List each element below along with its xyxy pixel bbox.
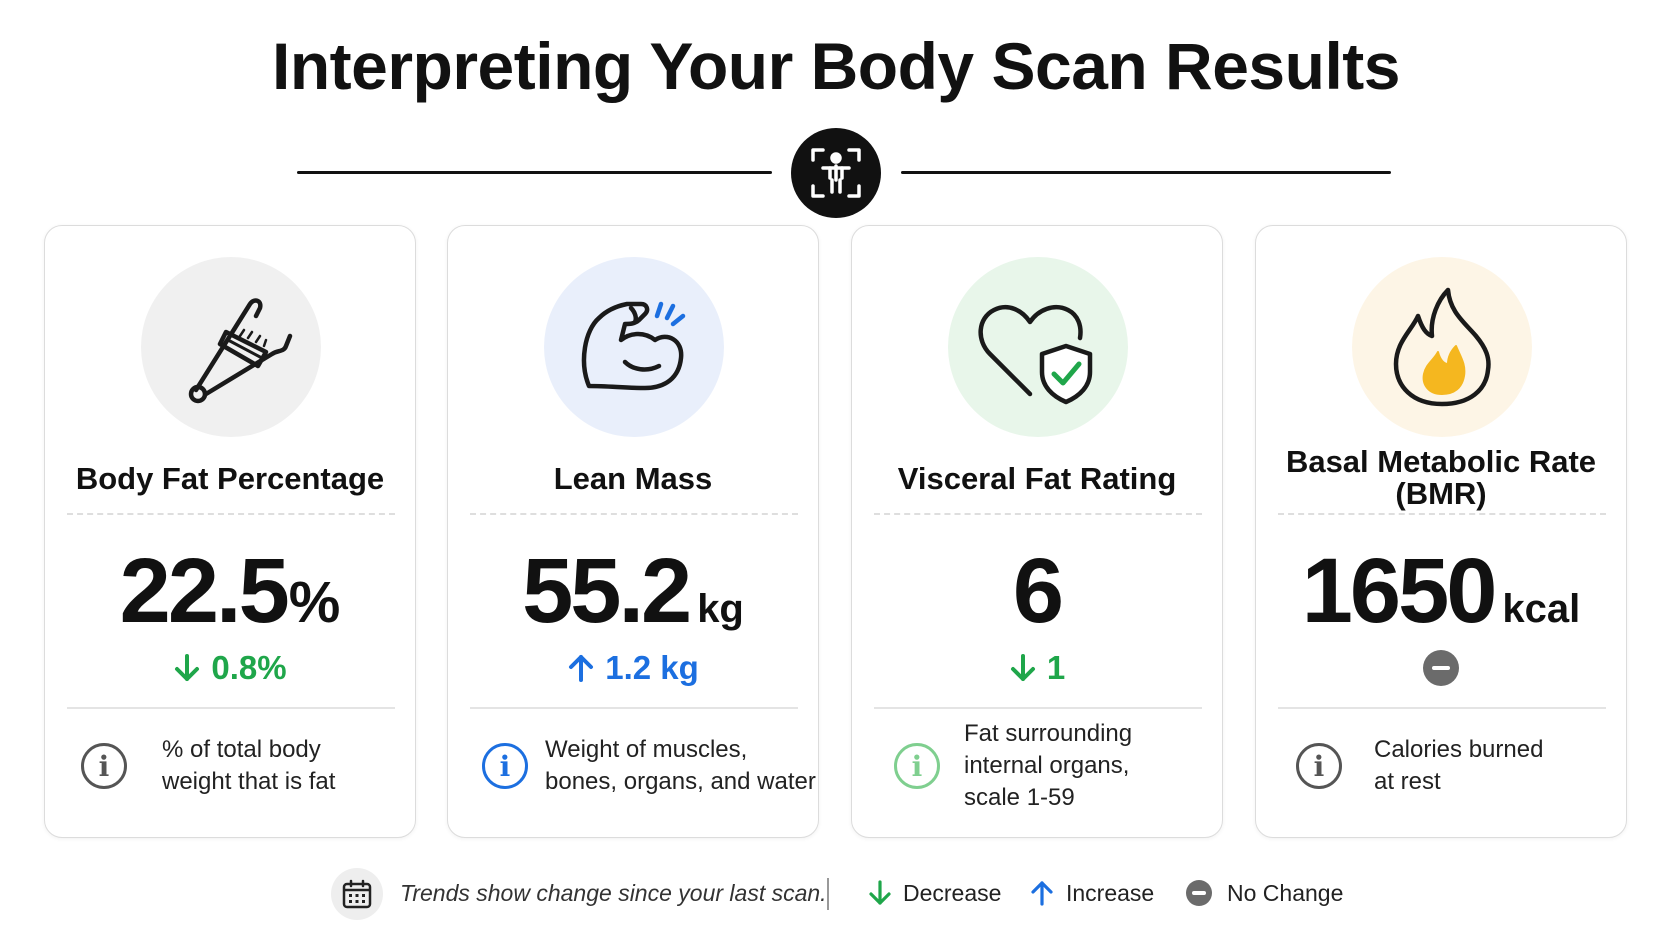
arrow-down-icon: [1010, 654, 1035, 681]
trend-indicator: 1.2 kg: [448, 646, 818, 690]
metric-unit: %: [288, 570, 341, 635]
trend-text: 1.2 kg: [605, 649, 699, 686]
metric-description: Weight of muscles, bones, organs, and wa…: [545, 736, 816, 795]
metric-value: 1650: [1301, 540, 1498, 642]
calendar-icon: [331, 868, 383, 920]
page-title: Interpreting Your Body Scan Results: [272, 29, 1400, 103]
value-row: 1650 kcal: [1256, 541, 1626, 641]
metric-description: Fat surrounding internal organs, scale 1…: [964, 720, 1133, 811]
card-title: Basal Metabolic Rate (BMR): [1285, 444, 1597, 511]
body-fat-card: Body Fat Percentage 22.5 % 0.8% i % of t…: [44, 225, 416, 838]
solid-divider: [1278, 707, 1606, 709]
legend-decrease-label: Decrease: [903, 880, 1002, 906]
solid-divider: [67, 707, 395, 709]
info-icon: i: [894, 743, 940, 789]
info-icon: i: [81, 743, 127, 789]
card-title: Visceral Fat Rating: [897, 461, 1177, 496]
legend-note: Trends show change since your last scan.: [400, 880, 827, 906]
dashed-divider: [1278, 513, 1606, 515]
arrow-up-icon: [1031, 881, 1053, 906]
bmr-card: Basal Metabolic Rate (BMR) 1650 kcal i C…: [1255, 225, 1627, 838]
divider-left: [297, 171, 772, 174]
trend-indicator: [1256, 646, 1626, 690]
dashed-divider: [470, 513, 798, 515]
solid-divider: [874, 707, 1202, 709]
info-icon: i: [1296, 743, 1342, 789]
trend-text: 1: [1046, 649, 1066, 686]
card-title: Body Fat Percentage: [75, 461, 385, 496]
trend-indicator: 1: [852, 646, 1222, 690]
dashed-divider: [874, 513, 1202, 515]
legend-increase-label: Increase: [1066, 880, 1155, 906]
body-scan-icon: [791, 128, 881, 218]
caliper-icon: [141, 257, 321, 437]
no-change-icon: [1423, 650, 1459, 686]
metric-unit: kg: [697, 587, 744, 631]
legend-separator: [827, 878, 829, 910]
arrow-down-icon: [175, 654, 200, 681]
legend-no-change-label: No Change: [1227, 880, 1344, 906]
lean-mass-card: Lean Mass 55.2 kg 1.2 kg i Weight of mus…: [447, 225, 819, 838]
heart-shield-icon: [948, 257, 1128, 437]
divider-right: [901, 171, 1391, 174]
metric-description: % of total body weight that is fat: [162, 736, 336, 795]
arrow-up-icon: [569, 655, 594, 682]
card-title: Lean Mass: [553, 461, 713, 496]
arrow-down-icon: [869, 880, 891, 905]
value-row: 22.5 %: [45, 541, 415, 641]
visceral-fat-card: Visceral Fat Rating 6 1 i Fat surroundin…: [851, 225, 1223, 838]
metric-value: 22.5: [119, 540, 290, 642]
no-change-icon: [1186, 880, 1212, 906]
metric-unit: kcal: [1502, 587, 1581, 631]
flexed-bicep-icon: [544, 257, 724, 437]
metric-value: 55.2: [522, 540, 692, 642]
flame-icon: [1352, 257, 1532, 437]
legend: Trends show change since your last scan.…: [0, 868, 1672, 920]
solid-divider: [470, 707, 798, 709]
metric-value: 6: [1012, 540, 1064, 642]
metric-description: Calories burned at rest: [1374, 736, 1544, 795]
trend-text: 0.8%: [211, 649, 287, 686]
info-icon: i: [482, 743, 528, 789]
value-row: 55.2 kg: [448, 541, 818, 641]
dashed-divider: [67, 513, 395, 515]
trend-indicator: 0.8%: [45, 646, 415, 690]
value-row: 6: [852, 541, 1222, 641]
